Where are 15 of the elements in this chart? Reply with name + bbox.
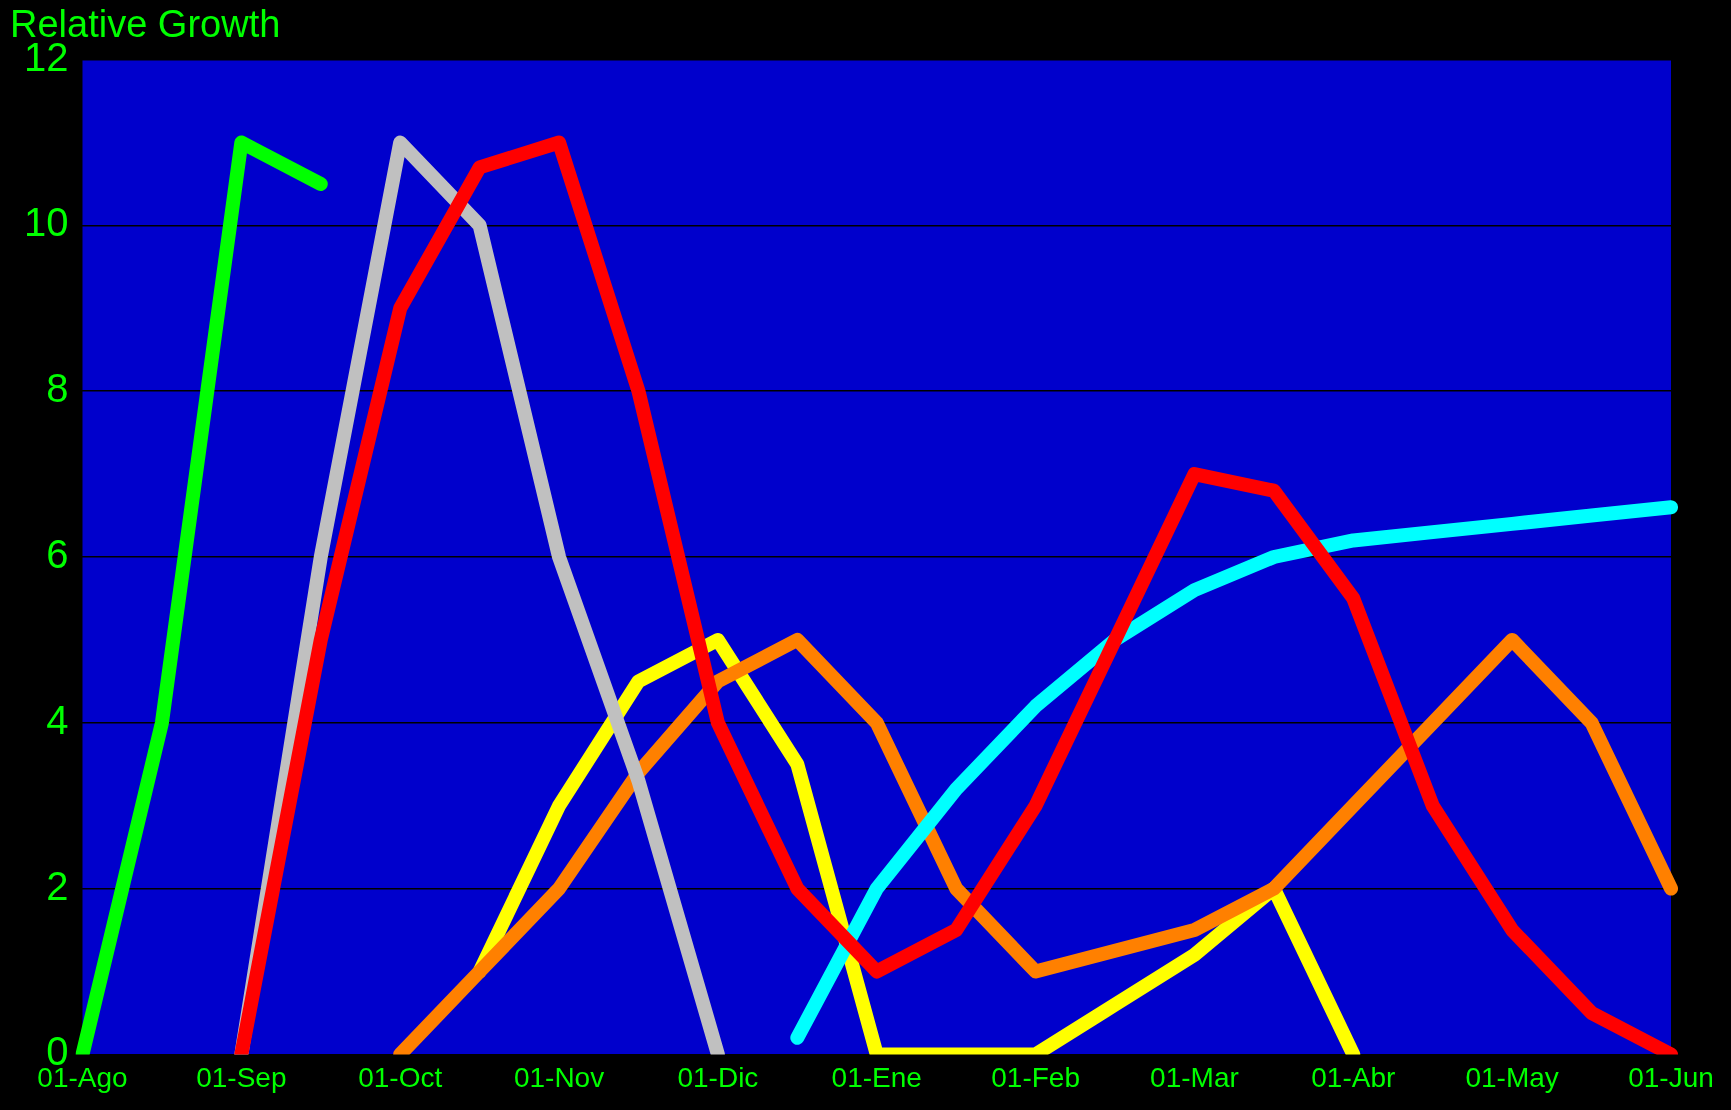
x-tick-label: 01-Jun bbox=[1628, 1061, 1714, 1093]
y-tick-label: 6 bbox=[46, 532, 69, 577]
y-tick-label: 10 bbox=[23, 200, 69, 245]
y-tick-label: 4 bbox=[46, 697, 69, 742]
x-tick-label: 01-May bbox=[1465, 1061, 1559, 1093]
y-tick-label: 8 bbox=[46, 366, 69, 411]
x-tick-label: 01-Sep bbox=[196, 1061, 287, 1093]
x-tick-label: 01-Dic bbox=[677, 1061, 759, 1093]
y-tick-label: 2 bbox=[46, 863, 69, 908]
x-tick-label: 01-Nov bbox=[513, 1061, 605, 1093]
x-tick-label: 01-Feb bbox=[991, 1061, 1080, 1093]
x-tick-label: 01-Abr bbox=[1311, 1061, 1396, 1093]
x-tick-label: 01-Oct bbox=[358, 1061, 443, 1093]
x-tick-label: 01-Ene bbox=[831, 1061, 922, 1093]
x-tick-label: 01-Mar bbox=[1150, 1061, 1239, 1093]
